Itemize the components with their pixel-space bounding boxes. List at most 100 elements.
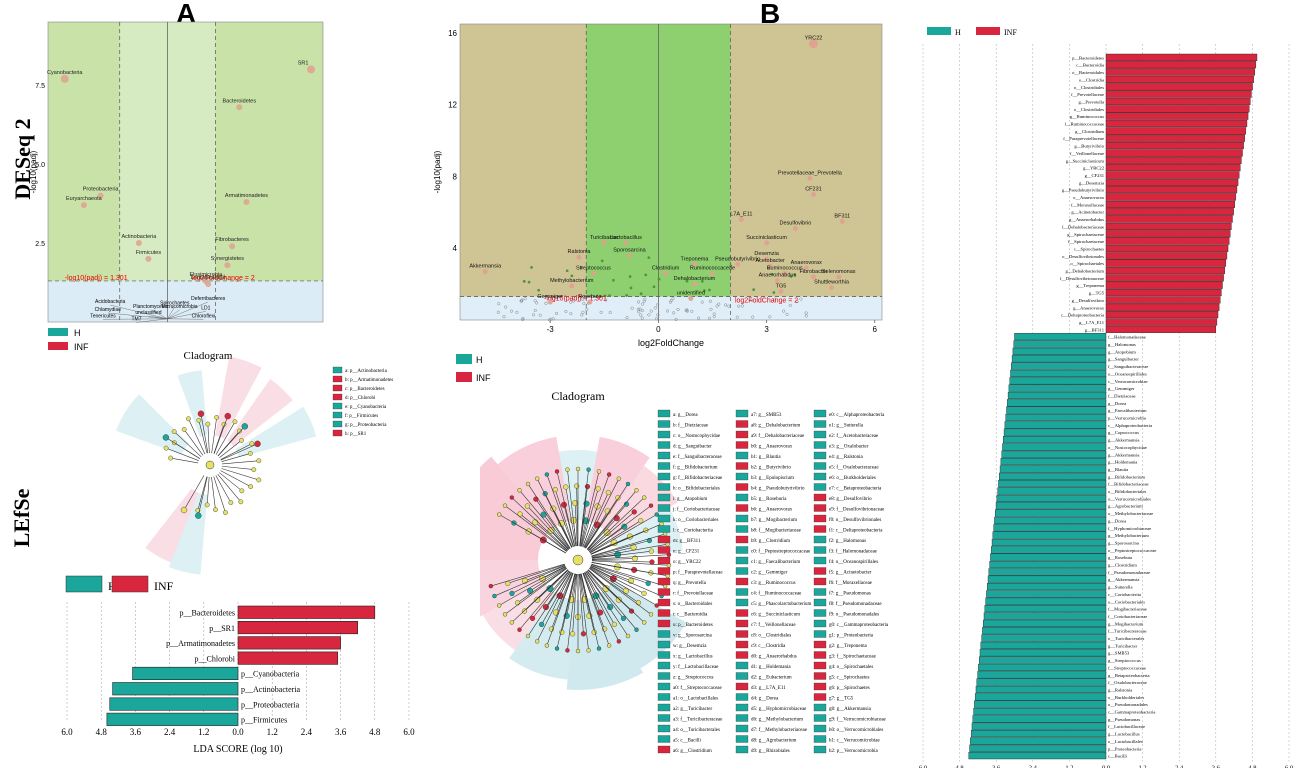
clade-node <box>615 495 621 501</box>
point-label: Akkermansia <box>469 264 502 270</box>
green-point <box>685 279 689 283</box>
background-point <box>727 304 731 308</box>
label-connector <box>148 315 168 320</box>
legend-swatch <box>735 483 749 491</box>
branch <box>519 570 570 630</box>
clade-node <box>607 604 614 611</box>
lda-bar <box>970 737 1107 745</box>
y-tick-label: 7.5 <box>35 83 45 90</box>
branch <box>584 524 598 548</box>
data-point <box>229 243 236 250</box>
legend-swatch <box>332 384 343 392</box>
legend-swatch <box>657 556 671 565</box>
background-point <box>515 310 519 314</box>
legend-swatch <box>735 598 749 607</box>
bar-label: f__Bifidobacteriaceae <box>1108 482 1149 487</box>
clade-node <box>635 600 642 606</box>
y-axis-label: -log10(padj) <box>433 150 442 193</box>
legend-entry: e8: g__Desulfovibrio <box>829 497 872 502</box>
legend-entry: a4: o__Turicibacterales <box>673 728 720 733</box>
bar-label: c__Coriobacteriia <box>1108 592 1141 597</box>
data-point <box>782 270 788 276</box>
clade-node <box>634 488 639 493</box>
legend-b-h-label: H <box>476 355 483 365</box>
branch <box>591 533 666 557</box>
branch <box>572 573 578 634</box>
bar-label: g__Akkermansia <box>1108 452 1139 457</box>
branch <box>586 503 627 550</box>
data-point <box>590 270 596 276</box>
branch <box>589 568 652 615</box>
legend-entry: m: g__BF311 <box>673 539 701 544</box>
background-point <box>788 303 792 307</box>
branch <box>589 566 657 606</box>
bar-label: o__Bacteroidales <box>1072 70 1104 75</box>
legend-entry: e5: f__Oxalobacteraceae <box>829 466 879 471</box>
legend-entry: d3: g__L7A_E11 <box>751 686 786 691</box>
legend-swatch <box>735 619 749 628</box>
data-point <box>205 281 212 288</box>
data-point <box>547 299 553 305</box>
clade-node <box>641 495 647 500</box>
legend-inf-swatch <box>48 342 68 350</box>
point-label: Succiniclasticum <box>746 235 787 241</box>
legend-entry: q: g__Prevotella <box>673 581 707 586</box>
legend-entry: a8: g__Dehalobacterium <box>751 424 800 429</box>
clade-node <box>542 604 549 611</box>
lda-bar <box>1008 384 1107 392</box>
bar-label: g__TG5 <box>1089 291 1105 296</box>
lda-bar <box>981 634 1107 642</box>
legend-entry: g6: p__Spirochaetes <box>829 686 870 691</box>
background-point <box>799 297 803 301</box>
data-point <box>307 65 316 74</box>
tick-label: 6.0 <box>919 765 927 768</box>
legend-swatch <box>657 714 671 722</box>
legend-entry: c8: o__Clostridiales <box>751 634 791 639</box>
branch <box>198 420 208 454</box>
legend-entry: b8: f__Mogibacteriaceae <box>751 529 802 534</box>
tick-label: 0.0 <box>1102 765 1110 768</box>
green-point <box>772 291 776 294</box>
clade-node <box>595 486 601 492</box>
branch <box>541 572 572 625</box>
branch <box>221 468 259 481</box>
tick-label: 2.4 <box>1175 765 1184 768</box>
legend-entry: h1: c__Verrucomicrobiae <box>829 739 880 744</box>
legend-swatch <box>332 420 343 428</box>
legend-swatch <box>657 409 671 418</box>
legend-swatch <box>813 609 827 617</box>
clade-node <box>625 481 631 487</box>
lda-bar <box>1105 90 1252 98</box>
legend-swatch <box>657 598 671 607</box>
legend-swatch <box>813 504 827 512</box>
legend-entry: i: g__Atopobium <box>673 497 707 502</box>
legend-entry: b0: g__Anaerovorax <box>751 445 793 450</box>
lda-bar <box>1105 237 1230 245</box>
lda-bar <box>968 752 1107 760</box>
lda-bar <box>1011 362 1107 370</box>
data-point <box>60 74 69 83</box>
background-point <box>643 297 647 301</box>
legend-swatch <box>657 525 671 533</box>
root-node <box>572 554 584 566</box>
data-point <box>627 252 633 258</box>
legend-h-label: H <box>74 328 81 338</box>
x-tick-label: 3 <box>764 325 769 334</box>
legend-entry: p: f__Paraprevotellaceae <box>673 571 723 576</box>
bar-label: o__Clostridia <box>1079 77 1104 82</box>
green-point <box>579 266 583 269</box>
lda-bar <box>1105 156 1242 164</box>
legend-swatch <box>813 420 827 428</box>
legend-swatch <box>657 588 671 596</box>
legend-swatch <box>735 514 749 523</box>
point-label: Firmicutes <box>136 250 162 256</box>
legend-entry: c: o__Nostocophycidae <box>673 434 721 439</box>
background-point <box>751 315 755 319</box>
legend-entry: b4: g__Pseudobutyrivibrio <box>751 487 805 492</box>
clade-node <box>554 646 560 651</box>
data-point <box>810 274 816 280</box>
data-point <box>774 278 780 284</box>
point-label: L7A_E11 <box>730 212 752 218</box>
legend-entry: e: f__Sanguibacteraceae <box>673 455 723 460</box>
bar-label: g__Akkermansia <box>1108 577 1139 582</box>
